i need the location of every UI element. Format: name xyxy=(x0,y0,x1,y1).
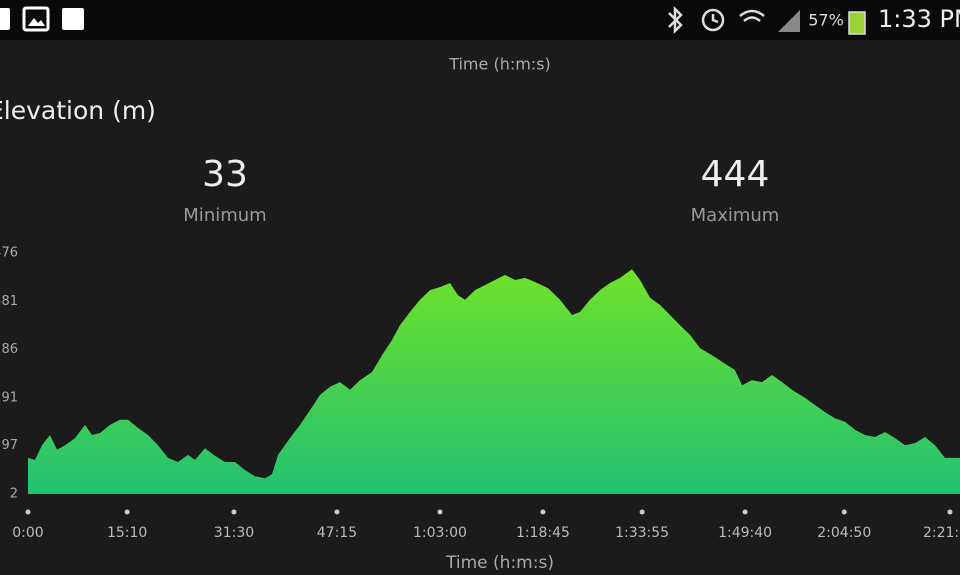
y-tick-label: 286 xyxy=(0,342,18,357)
x-tick-label: 15:10 xyxy=(107,525,147,541)
x-tick-dot xyxy=(124,509,130,515)
x-tick-label: 0:00 xyxy=(12,525,43,541)
y-tick-label: 476 xyxy=(0,246,18,261)
clock: 1:33 PM xyxy=(878,5,960,33)
x-tick-dot xyxy=(841,509,847,515)
stat-value: 33 xyxy=(202,154,248,195)
y-tick-label: 381 xyxy=(0,294,18,309)
x-axis-title: Time (h:m:s) xyxy=(445,553,554,573)
elevation-area xyxy=(28,269,960,494)
x-tick-label: 1:18:45 xyxy=(516,525,570,541)
x-tick-label: 2:04:50 xyxy=(817,525,871,541)
notification-icons xyxy=(0,6,84,32)
system-icons xyxy=(668,5,866,35)
x-tick-label: 1:33:55 xyxy=(615,525,669,541)
top-axis-label: Time (h:m:s) xyxy=(448,55,551,74)
x-tick-dot xyxy=(231,509,237,515)
x-tick-dot xyxy=(639,509,645,515)
y-tick-label: 2 xyxy=(10,487,18,502)
x-tick-label: 2:21:00 xyxy=(923,525,960,541)
y-tick-label: 97 xyxy=(1,438,18,453)
x-tick-dot xyxy=(437,509,443,515)
y-tick-label: 191 xyxy=(0,390,18,405)
x-tick-dot xyxy=(742,509,748,515)
y-axis-title: Elevation (m) xyxy=(0,96,156,125)
stat-value: 444 xyxy=(701,154,770,195)
x-tick-label: 1:03:00 xyxy=(413,525,467,541)
x-tick-label: 1:49:40 xyxy=(718,525,772,541)
x-tick-dot xyxy=(25,509,31,515)
x-tick-dot xyxy=(334,509,340,515)
x-tick-dot xyxy=(947,509,953,515)
x-tick-dot xyxy=(540,509,546,515)
stat-label: Minimum xyxy=(183,205,266,226)
x-tick-label: 31:30 xyxy=(214,525,254,541)
x-tick-label: 47:15 xyxy=(317,525,357,541)
stat-label: Maximum xyxy=(691,205,780,226)
battery-percent: 57% xyxy=(808,11,844,30)
